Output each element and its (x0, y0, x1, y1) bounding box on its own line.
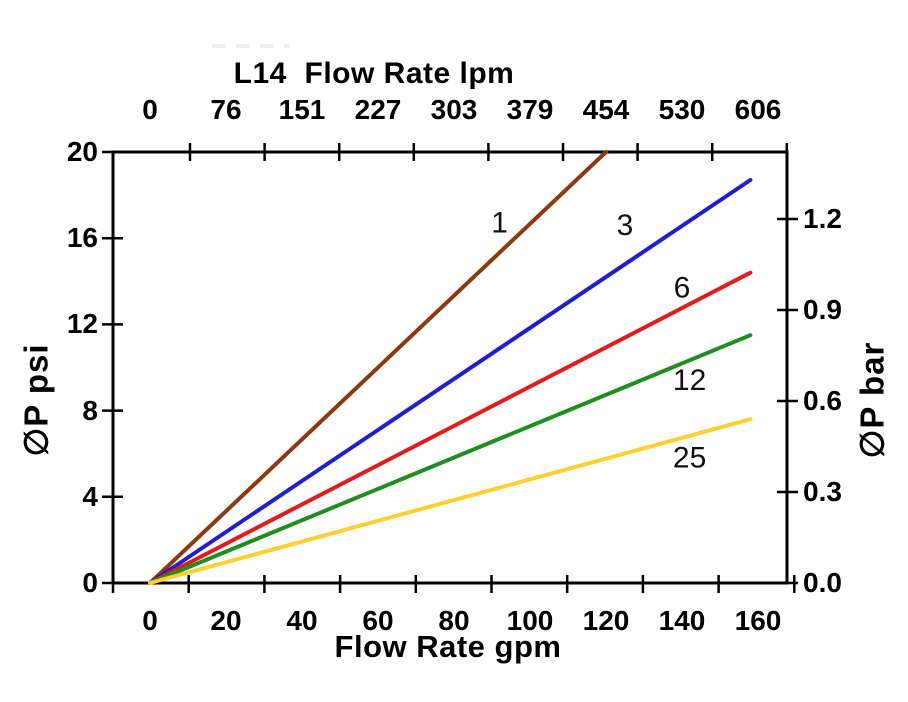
top-tick-label: 454 (582, 94, 630, 125)
bottom-tick-label: 80 (438, 605, 470, 636)
top-tick-label: 303 (430, 94, 478, 125)
bottom-tick-label: 160 (734, 605, 782, 636)
series-line-1 (148, 150, 608, 585)
series-line-12 (148, 333, 753, 585)
top-tick-label: 151 (278, 94, 326, 125)
series-label-25: 25 (673, 442, 706, 475)
bottom-tick-label: 0 (142, 605, 158, 636)
top-tick-label: 606 (734, 94, 782, 125)
bottom-axis-title: Flow Rate gpm (334, 629, 562, 664)
bottom-tick-label: 60 (362, 605, 394, 636)
right-tick-label: 0.6 (803, 385, 842, 417)
top-tick-label: 379 (506, 94, 554, 125)
left-tick-label: 20 (66, 136, 98, 167)
bottom-tick-label: 120 (582, 605, 630, 636)
right-tick-label: 0.9 (803, 294, 842, 326)
right-tick-label: 0.3 (803, 476, 842, 507)
bottom-tick-label: 100 (506, 605, 554, 636)
left-tick-label: 4 (82, 480, 98, 512)
bottom-tick-label: 20 (210, 605, 242, 636)
top-axis-title: L14 Flow Rate lpm (233, 57, 515, 90)
series-label-6: 6 (674, 271, 691, 304)
left-tick-label: 16 (66, 222, 98, 254)
bottom-tick-label: 140 (658, 605, 706, 636)
series-line-25 (148, 417, 753, 585)
right-tick-label: 1.2 (803, 203, 842, 235)
plot-frame (111, 150, 789, 585)
top-tick-label: 530 (658, 94, 706, 125)
series-line-6 (148, 270, 753, 585)
left-tick-label: 0 (82, 567, 98, 598)
top-tick-label: 0 (142, 94, 158, 125)
series-label-12: 12 (673, 364, 706, 397)
bottom-tick-label: 40 (286, 605, 318, 636)
smudge-artifact (212, 44, 290, 48)
top-tick-label: 76 (210, 94, 242, 125)
series-line-3 (148, 178, 753, 585)
left-tick-label: 12 (66, 308, 98, 340)
series-label-1: 1 (491, 207, 508, 240)
series-label-3: 3 (617, 209, 634, 242)
left-tick-label: 8 (82, 394, 98, 426)
top-tick-label: 227 (354, 94, 402, 125)
right-tick-label: 0.0 (803, 567, 842, 598)
